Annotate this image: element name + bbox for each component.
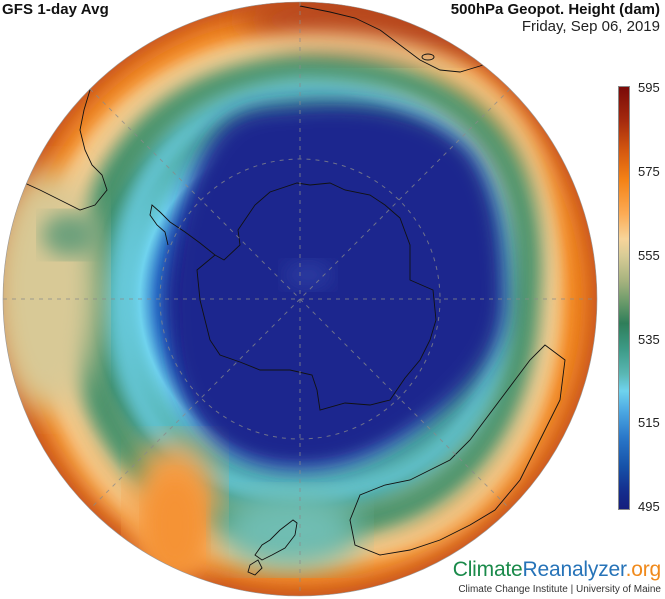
colorbar-tick-515: 515 <box>638 415 660 430</box>
logo-org: .org <box>625 558 662 581</box>
colorbar-tick-555: 555 <box>638 248 660 263</box>
geopotential-field <box>3 2 597 596</box>
colorbar-tick-535: 535 <box>638 332 660 347</box>
logo-reanalyzer: Reanalyzer <box>522 558 626 581</box>
colorbar-tick-495: 495 <box>638 499 660 514</box>
coastlines <box>17 5 566 576</box>
model-title: GFS 1-day Avg <box>2 1 109 18</box>
colorbar-tick-595: 595 <box>638 80 660 95</box>
map-title-block: 500hPa Geopot. Height (dam) Friday, Sep … <box>451 1 660 36</box>
colorbar <box>618 86 630 510</box>
logo-climate: Climate <box>452 558 523 581</box>
climate-reanalyzer-logo[interactable]: ClimateReanalyzer.org Climate Change Ins… <box>453 558 661 597</box>
date-label: Friday, Sep 06, 2019 <box>521 18 660 35</box>
polar-map <box>2 1 598 597</box>
graticule <box>3 2 597 596</box>
colorbar-tick-575: 575 <box>638 164 660 179</box>
logo-subtitle: Climate Change Institute | University of… <box>458 584 661 595</box>
variable-title: 500hPa Geopot. Height (dam) <box>450 1 660 18</box>
